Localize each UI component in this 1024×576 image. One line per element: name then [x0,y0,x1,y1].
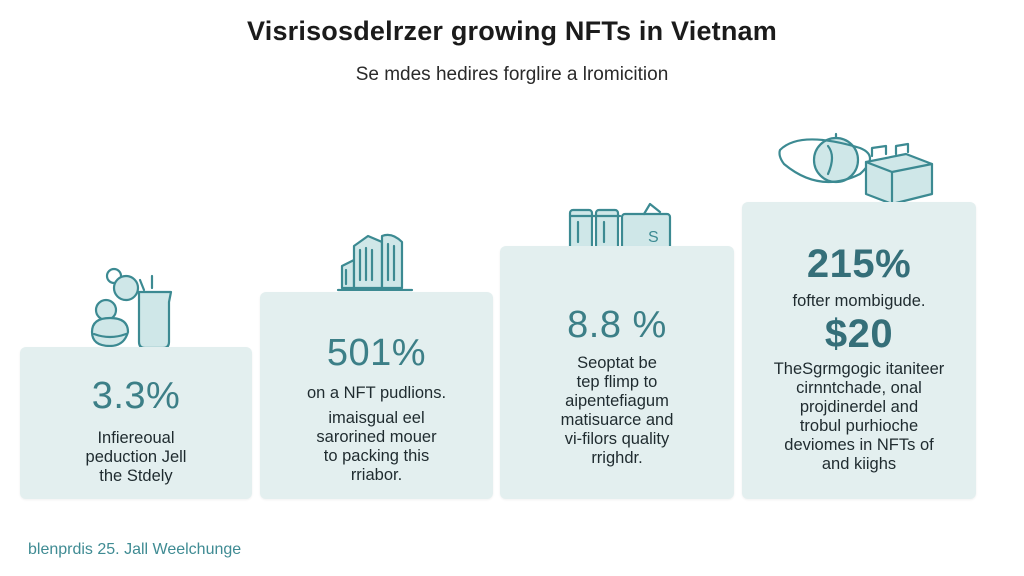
stat-value: 8.8 % [567,304,667,346]
footer-source: blenprdis 25. Jall Weelchunge [28,541,242,558]
stat-card-3: 8.8 % Seoptat be tep flimp to aipentefia… [500,246,734,499]
city-buildings-icon [336,233,414,292]
page-title: Visrisosdelrzer growing NFTs in Vietnam [247,16,777,46]
stat-description: TheSgrmgogic itaniteer cirnntchade, onal… [773,360,945,473]
stat-card-4: 215% fofter mombigude. $20 TheSgrmgogic … [742,202,976,499]
stat-subline: fofter mombigude. [792,292,926,310]
stat-value: 3.3% [91,375,181,417]
globe-package-icon [778,132,934,206]
stat-description: Infiereoual peduction Jell the Stdely [85,429,187,485]
stat-description: Seoptat be tep flimp to aipentefiagum ma… [560,354,674,467]
stat-value: 215% [806,242,912,286]
stat-value: 501% [326,332,427,374]
stat-card-2: 501% on a NFT pudlions. imaisgual eel sa… [260,292,493,499]
coins-jar-icon [90,267,173,350]
svg-text:S: S [648,229,659,246]
stat-description: on a NFT pudlions. imaisgual eel sarorin… [306,384,447,484]
page-subtitle: Se mdes hedires forglire a lromicition [355,64,669,85]
stat-value-secondary: $20 [824,312,894,356]
stat-card-1: 3.3% Infiereoual peduction Jell the Stde… [20,347,252,499]
